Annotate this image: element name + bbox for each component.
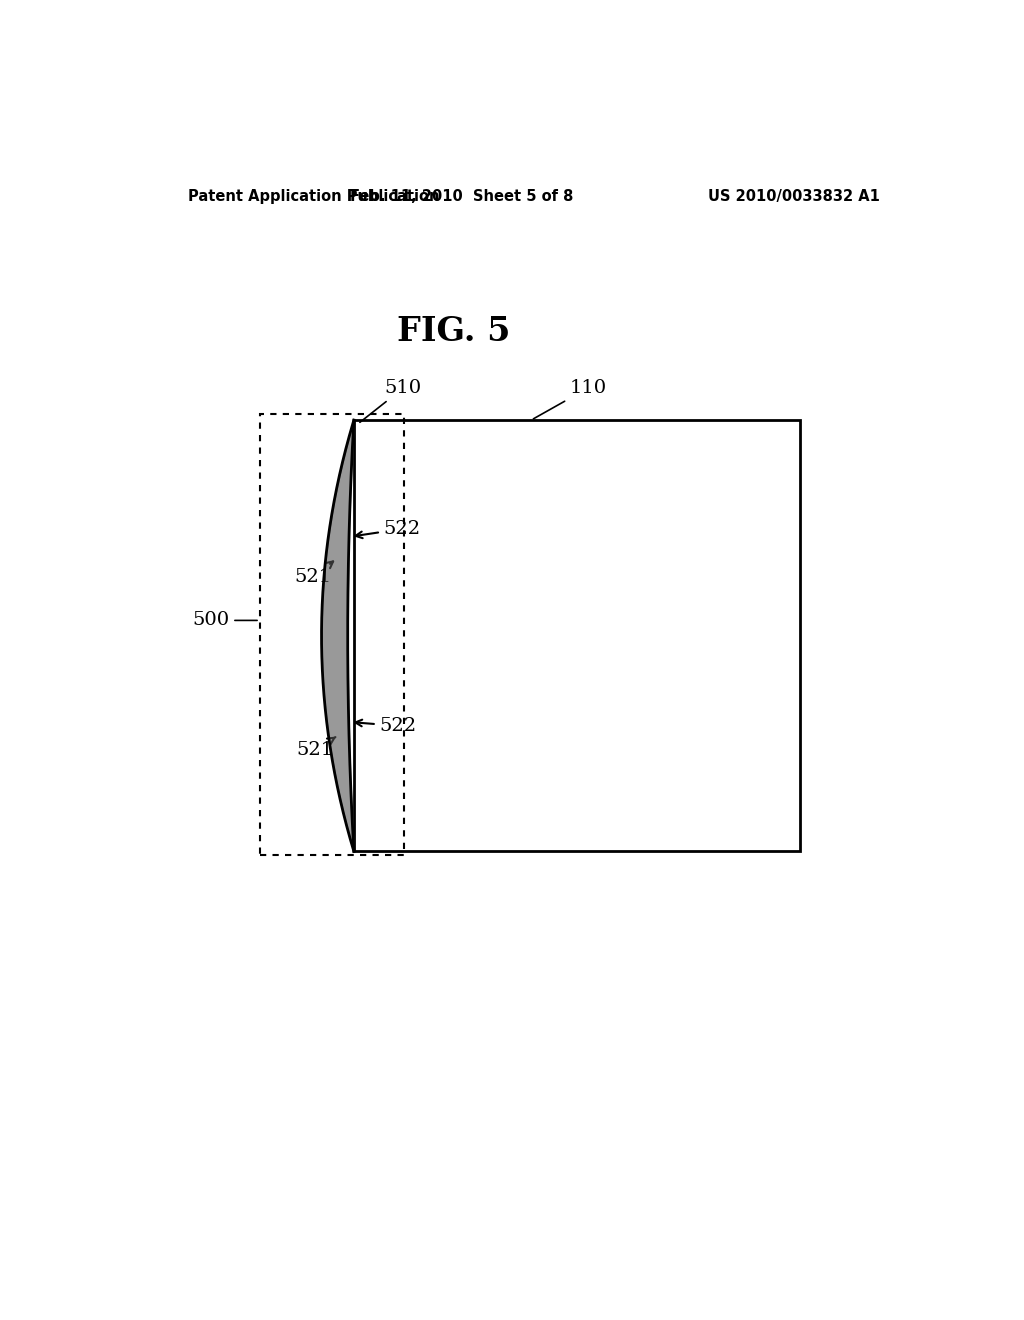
Text: 521: 521 (295, 561, 333, 586)
Text: 521: 521 (296, 737, 336, 759)
Text: FIG. 5: FIG. 5 (397, 315, 511, 348)
Bar (354, 420, 801, 851)
Bar (260, 414, 403, 855)
Text: 522: 522 (355, 520, 421, 539)
Text: US 2010/0033832 A1: US 2010/0033832 A1 (708, 189, 880, 205)
Text: 500: 500 (193, 611, 257, 630)
Text: Patent Application Publication: Patent Application Publication (188, 189, 440, 205)
Text: 510: 510 (359, 379, 422, 422)
Text: 110: 110 (534, 379, 606, 418)
Text: Feb. 11, 2010  Sheet 5 of 8: Feb. 11, 2010 Sheet 5 of 8 (350, 189, 573, 205)
Text: 522: 522 (355, 717, 417, 735)
